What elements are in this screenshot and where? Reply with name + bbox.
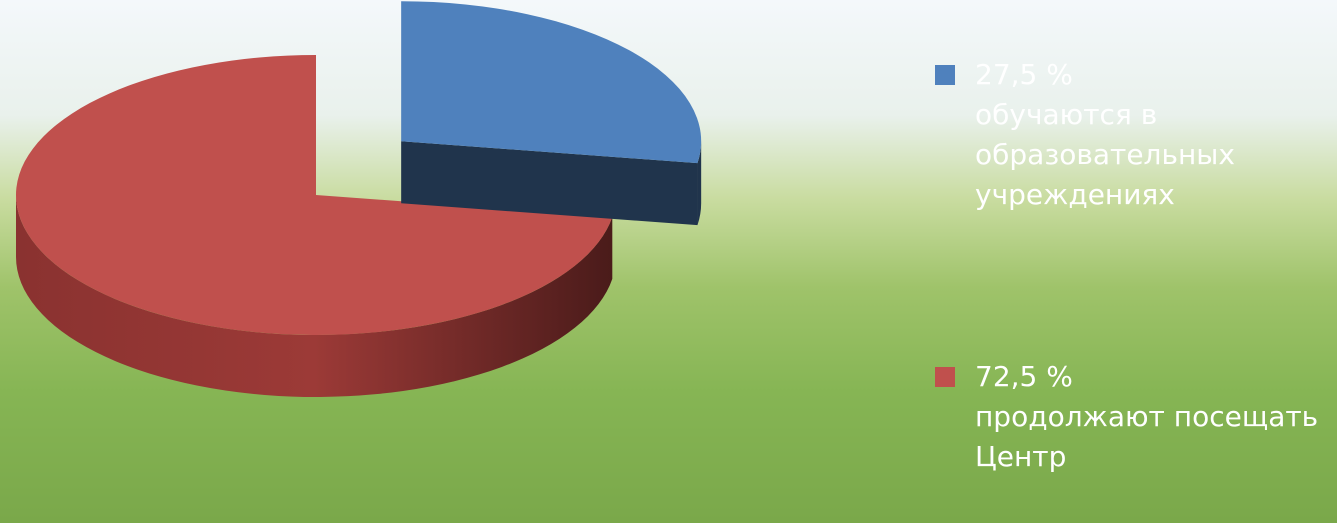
pie-slice [16, 54, 613, 335]
legend-text: 72,5 % продолжают посещать Центр [975, 357, 1337, 477]
legend-label: обучаются в образовательных учреждениях [975, 98, 1235, 211]
legend-swatch [935, 367, 955, 387]
slice-side [697, 141, 702, 226]
legend-text: 27,5 % обучаются в образовательных учрежд… [975, 55, 1337, 215]
legend-value: 72,5 % [975, 360, 1073, 393]
slice-side [16, 195, 613, 398]
legend-swatch [935, 65, 955, 85]
legend-label: продолжают посещать Центр [975, 400, 1319, 473]
legend-value: 27,5 % [975, 58, 1073, 91]
slice-face [401, 141, 698, 226]
pie-slice [401, 1, 702, 164]
